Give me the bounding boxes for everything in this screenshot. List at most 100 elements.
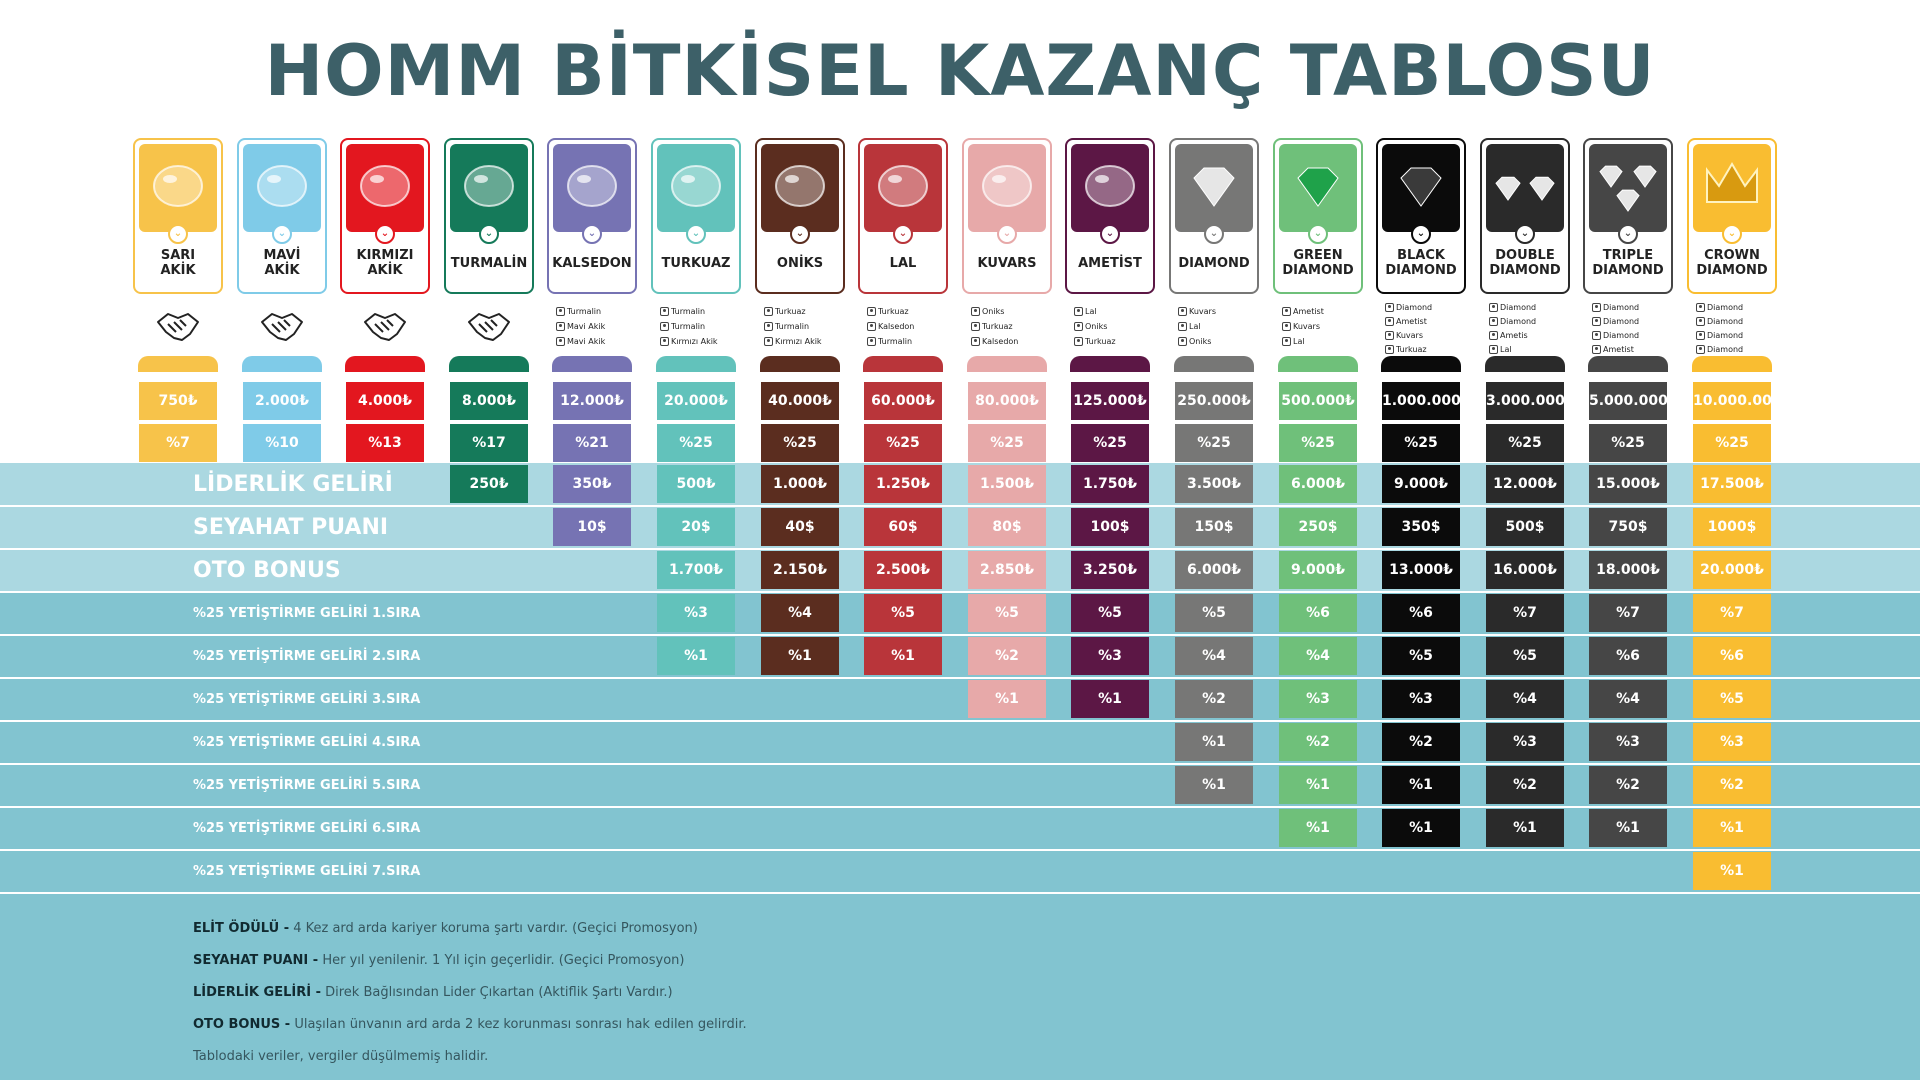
user-icon bbox=[1696, 330, 1705, 340]
requirement-item: Diamond bbox=[1696, 328, 1774, 342]
requirement-item: Turkuaz bbox=[1074, 334, 1152, 349]
requirement-item: Turkuaz bbox=[971, 319, 1049, 334]
yetistirme-cell: %5 bbox=[1693, 680, 1771, 718]
yetistirme-cell: %2 bbox=[968, 637, 1046, 675]
rank-name-line1: AMETİST bbox=[1078, 256, 1142, 271]
requirement-label: Mavi Akik bbox=[567, 322, 606, 331]
requirement-label: Kuvars bbox=[1396, 330, 1424, 340]
requirement-item: Mavi Akik bbox=[556, 319, 634, 334]
requirement-list: Diamond Diamond Ametis Lal bbox=[1489, 300, 1567, 356]
chevron-down-icon: ⌄ bbox=[1100, 224, 1120, 244]
requirement-item: Kırmızı Akik bbox=[764, 334, 842, 349]
rank-name-line1: SARI bbox=[160, 248, 196, 263]
yetistirme-cell: %7 bbox=[1693, 594, 1771, 632]
rank-name: TRIPLE DIAMOND bbox=[1585, 248, 1671, 278]
rank-card: ⌄ CROWN DIAMOND bbox=[1687, 138, 1777, 294]
note-oto: OTO BONUS - Ulaşılan ünvanın ard arda 2 … bbox=[193, 1017, 747, 1032]
row-label-oto: OTO BONUS bbox=[193, 558, 341, 583]
yetistirme-cell: %1 bbox=[1175, 723, 1253, 761]
requirement-label: Turkuaz bbox=[982, 322, 1013, 331]
requirement-tab bbox=[449, 300, 529, 372]
requirement-tab: Diamond Diamond Diamond Ametist bbox=[1588, 300, 1668, 372]
oto-bonus-cell: 20.000₺ bbox=[1693, 551, 1771, 589]
seyahat-cell: 100$ bbox=[1071, 508, 1149, 546]
yetistirme-cell: %5 bbox=[864, 594, 942, 632]
seyahat-cell: 1000$ bbox=[1693, 508, 1771, 546]
requirement-item: Diamond bbox=[1696, 314, 1774, 328]
price-cell: 4.000₺ bbox=[346, 382, 424, 420]
handshake-icon bbox=[467, 308, 511, 348]
requirement-label: Kuvars bbox=[1189, 307, 1217, 316]
kuvars-gem-icon bbox=[968, 144, 1046, 232]
requirement-label: Mavi Akik bbox=[567, 337, 606, 346]
row-label-y2: %25 YETİŞTİRME GELİRİ 2.SIRA bbox=[193, 649, 421, 664]
requirement-item: Lal bbox=[1282, 334, 1360, 349]
yetistirme-cell: %1 bbox=[1486, 809, 1564, 847]
requirement-list: Turkuaz Kalsedon Turmalin bbox=[867, 304, 945, 349]
requirement-tab bbox=[242, 300, 322, 372]
requirement-label: Kalsedon bbox=[878, 322, 915, 331]
seyahat-cell: 750$ bbox=[1589, 508, 1667, 546]
price-cell: 20.000₺ bbox=[657, 382, 735, 420]
row-label-y1: %25 YETİŞTİRME GELİRİ 1.SIRA bbox=[193, 606, 421, 621]
requirement-tab: Lal Oniks Turkuaz bbox=[1070, 300, 1150, 372]
rank-name: KALSEDON bbox=[549, 256, 635, 271]
requirement-item: Mavi Akik bbox=[556, 334, 634, 349]
user-icon bbox=[1592, 344, 1601, 354]
yetistirme-cell: %5 bbox=[1382, 637, 1460, 675]
oto-bonus-cell: 9.000₺ bbox=[1279, 551, 1357, 589]
rank-name: DIAMOND bbox=[1171, 256, 1257, 271]
requirement-item: Ametist bbox=[1592, 342, 1670, 356]
chevron-down-icon: ⌄ bbox=[1411, 224, 1431, 244]
requirement-item: Oniks bbox=[1178, 334, 1256, 349]
note-vergi: Tablodaki veriler, vergiler düşülmemiş h… bbox=[193, 1049, 489, 1064]
user-icon bbox=[867, 322, 876, 331]
rank-name: SARI AKİK bbox=[135, 248, 221, 278]
seyahat-cell: 10$ bbox=[553, 508, 631, 546]
requirement-tab: Ametist Kuvars Lal bbox=[1278, 300, 1358, 372]
requirement-item: Ametist bbox=[1282, 304, 1360, 319]
requirement-tab: Turmalin Turmalin Kırmızı Akik bbox=[656, 300, 736, 372]
yetistirme-cell: %6 bbox=[1279, 594, 1357, 632]
rank-name: CROWN DIAMOND bbox=[1689, 248, 1775, 278]
yetistirme-cell: %6 bbox=[1382, 594, 1460, 632]
liderlik-cell: 250₺ bbox=[450, 465, 528, 503]
percent-cell: %25 bbox=[1693, 424, 1771, 462]
yetistirme-cell: %6 bbox=[1589, 637, 1667, 675]
percent-cell: %25 bbox=[1279, 424, 1357, 462]
row-label-seyahat: SEYAHAT PUANI bbox=[193, 515, 389, 540]
liderlik-cell: 9.000₺ bbox=[1382, 465, 1460, 503]
rank-card: ⌄ SARI AKİK bbox=[133, 138, 223, 294]
percent-cell: %25 bbox=[1071, 424, 1149, 462]
yetistirme-cell: %2 bbox=[1589, 766, 1667, 804]
user-icon bbox=[1178, 322, 1187, 331]
requirement-label: Diamond bbox=[1603, 330, 1640, 340]
percent-cell: %10 bbox=[243, 424, 321, 462]
yetistirme-cell: %3 bbox=[1071, 637, 1149, 675]
rank-name: KUVARS bbox=[964, 256, 1050, 271]
requirement-label: Diamond bbox=[1707, 330, 1744, 340]
requirement-label: Ametis bbox=[1500, 330, 1528, 340]
turkuaz-gem-icon bbox=[657, 144, 735, 232]
chevron-down-icon: ⌄ bbox=[479, 224, 499, 244]
rank-name: LAL bbox=[860, 256, 946, 271]
requirement-label: Diamond bbox=[1707, 344, 1744, 354]
requirement-item: Kuvars bbox=[1282, 319, 1360, 334]
rank-name: KIRMIZI AKİK bbox=[342, 248, 428, 278]
oto-bonus-cell: 16.000₺ bbox=[1486, 551, 1564, 589]
price-cell: 3.000.000₺ bbox=[1486, 382, 1575, 420]
requirement-label: Oniks bbox=[1085, 322, 1108, 331]
user-icon bbox=[1489, 302, 1498, 312]
requirement-label: Diamond bbox=[1603, 316, 1640, 326]
price-cell: 5.000.000₺ bbox=[1589, 382, 1678, 420]
price-cell: 750₺ bbox=[139, 382, 217, 420]
user-icon bbox=[971, 337, 980, 346]
yetistirme-cell: %4 bbox=[761, 594, 839, 632]
user-icon bbox=[1074, 322, 1083, 331]
user-icon bbox=[1282, 337, 1291, 346]
requirement-item: Turkuaz bbox=[764, 304, 842, 319]
turmalin-gem-icon bbox=[450, 144, 528, 232]
price-cell: 40.000₺ bbox=[761, 382, 839, 420]
yetistirme-cell: %1 bbox=[864, 637, 942, 675]
rank-name-line2: AKİK bbox=[367, 263, 403, 278]
